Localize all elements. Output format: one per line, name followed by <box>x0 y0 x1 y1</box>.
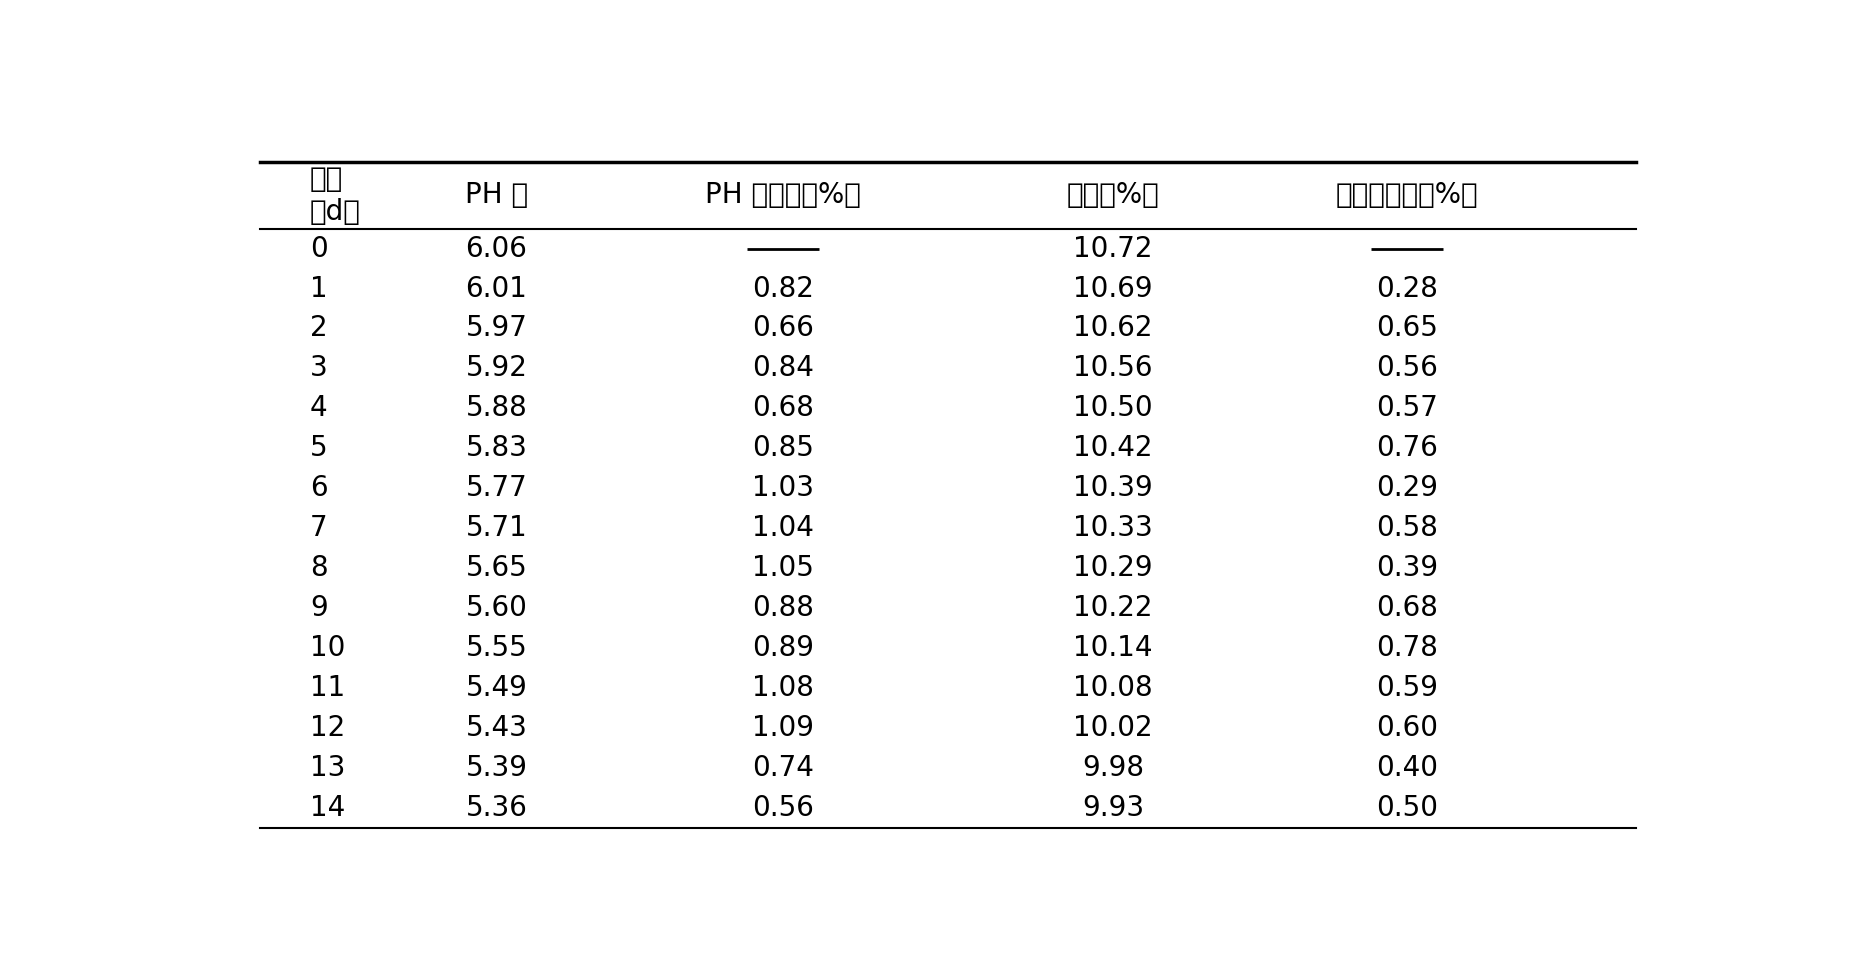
Text: 3: 3 <box>311 354 327 382</box>
Text: 0.74: 0.74 <box>753 753 814 782</box>
Text: 10: 10 <box>311 634 346 662</box>
Text: 0.60: 0.60 <box>1376 714 1437 742</box>
Text: 6.01: 6.01 <box>466 274 527 303</box>
Text: 0.50: 0.50 <box>1376 794 1437 822</box>
Text: 5.83: 5.83 <box>466 435 527 462</box>
Text: 0.85: 0.85 <box>753 435 814 462</box>
Text: 0.68: 0.68 <box>1376 594 1437 622</box>
Text: 0.56: 0.56 <box>1376 354 1437 382</box>
Text: 0.57: 0.57 <box>1376 394 1437 422</box>
Text: 10.56: 10.56 <box>1073 354 1153 382</box>
Text: 0.78: 0.78 <box>1376 634 1437 662</box>
Text: 5.55: 5.55 <box>466 634 527 662</box>
Text: 10.42: 10.42 <box>1073 435 1153 462</box>
Text: 0.56: 0.56 <box>753 794 814 822</box>
Text: 10.22: 10.22 <box>1073 594 1153 622</box>
Text: 9.98: 9.98 <box>1082 753 1143 782</box>
Text: 13: 13 <box>311 753 346 782</box>
Text: 0.58: 0.58 <box>1376 514 1437 542</box>
Text: 5.60: 5.60 <box>466 594 527 622</box>
Text: 1: 1 <box>311 274 327 303</box>
Text: 10.08: 10.08 <box>1073 674 1153 702</box>
Text: 0.28: 0.28 <box>1376 274 1437 303</box>
Text: 5.88: 5.88 <box>466 394 527 422</box>
Text: 9: 9 <box>311 594 327 622</box>
Text: 0.29: 0.29 <box>1376 475 1437 502</box>
Text: 7: 7 <box>311 514 327 542</box>
Text: 0.66: 0.66 <box>753 314 814 343</box>
Text: 5.65: 5.65 <box>466 554 527 583</box>
Text: 0.84: 0.84 <box>753 354 814 382</box>
Text: 含量下降率（%）: 含量下降率（%） <box>1336 181 1478 209</box>
Text: 6.06: 6.06 <box>466 235 527 263</box>
Text: 0.76: 0.76 <box>1376 435 1437 462</box>
Text: 时间: 时间 <box>311 165 344 193</box>
Text: 10.72: 10.72 <box>1073 235 1153 263</box>
Text: 5.49: 5.49 <box>466 674 527 702</box>
Text: 2: 2 <box>311 314 327 343</box>
Text: 1.04: 1.04 <box>753 514 814 542</box>
Text: 5: 5 <box>311 435 327 462</box>
Text: 5.92: 5.92 <box>466 354 527 382</box>
Text: 1.08: 1.08 <box>753 674 814 702</box>
Text: 0.88: 0.88 <box>753 594 814 622</box>
Text: 11: 11 <box>311 674 346 702</box>
Text: 1.03: 1.03 <box>753 475 814 502</box>
Text: 10.29: 10.29 <box>1073 554 1153 583</box>
Text: 0.68: 0.68 <box>753 394 814 422</box>
Text: （d）: （d） <box>311 198 361 225</box>
Text: 4: 4 <box>311 394 327 422</box>
Text: 10.62: 10.62 <box>1073 314 1153 343</box>
Text: 含量（%）: 含量（%） <box>1067 181 1160 209</box>
Text: 5.71: 5.71 <box>466 514 527 542</box>
Text: 8: 8 <box>311 554 327 583</box>
Text: 10.14: 10.14 <box>1073 634 1153 662</box>
Text: 5.97: 5.97 <box>466 314 527 343</box>
Text: 10.69: 10.69 <box>1073 274 1153 303</box>
Text: 5.39: 5.39 <box>466 753 527 782</box>
Text: 1.09: 1.09 <box>753 714 814 742</box>
Text: 0.59: 0.59 <box>1376 674 1437 702</box>
Text: 0: 0 <box>311 235 327 263</box>
Text: 5.77: 5.77 <box>466 475 527 502</box>
Text: 10.33: 10.33 <box>1073 514 1153 542</box>
Text: 10.50: 10.50 <box>1073 394 1153 422</box>
Text: 5.43: 5.43 <box>466 714 527 742</box>
Text: 0.65: 0.65 <box>1376 314 1437 343</box>
Text: 0.39: 0.39 <box>1376 554 1437 583</box>
Text: 10.02: 10.02 <box>1073 714 1153 742</box>
Text: 6: 6 <box>311 475 327 502</box>
Text: 1.05: 1.05 <box>753 554 814 583</box>
Text: PH 值: PH 值 <box>464 181 527 209</box>
Text: 5.36: 5.36 <box>466 794 527 822</box>
Text: 0.89: 0.89 <box>753 634 814 662</box>
Text: 0.40: 0.40 <box>1376 753 1437 782</box>
Text: 10.39: 10.39 <box>1073 475 1153 502</box>
Text: 14: 14 <box>311 794 346 822</box>
Text: 9.93: 9.93 <box>1082 794 1143 822</box>
Text: 0.82: 0.82 <box>753 274 814 303</box>
Text: 12: 12 <box>311 714 346 742</box>
Text: PH 下降率（%）: PH 下降率（%） <box>705 181 862 209</box>
